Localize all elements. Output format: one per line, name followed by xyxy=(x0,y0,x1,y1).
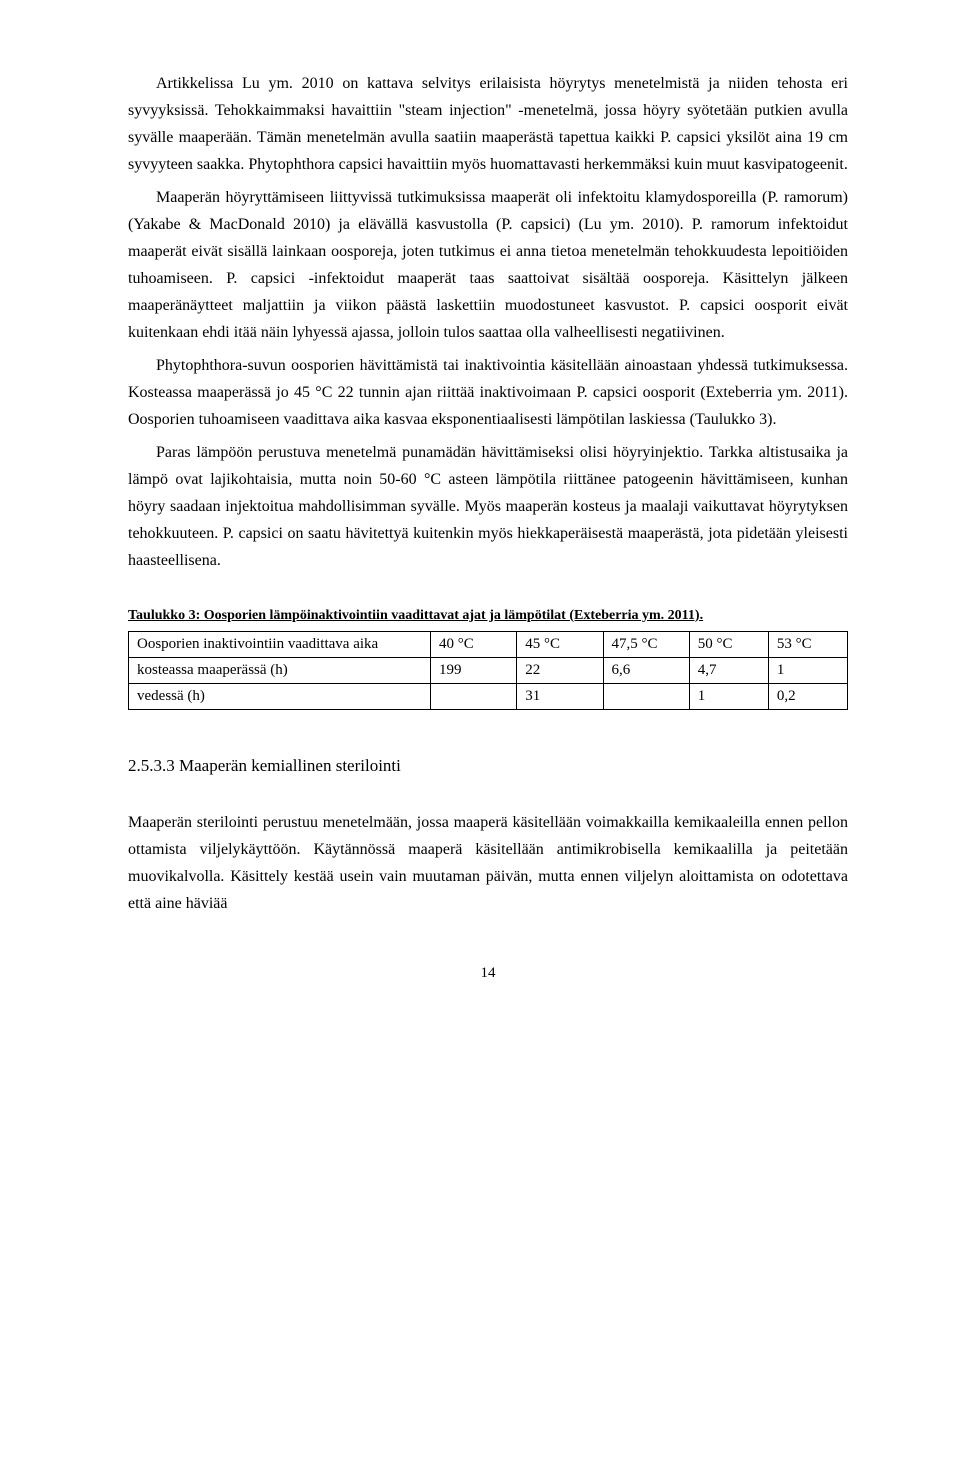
table-header-cell: Oosporien inaktivointiin vaadittava aika xyxy=(129,632,431,658)
inactivation-table: Oosporien inaktivointiin vaadittava aika… xyxy=(128,631,848,710)
table-header-cell: 47,5 °C xyxy=(603,632,689,658)
table-cell: 199 xyxy=(431,658,517,684)
table-cell xyxy=(603,684,689,710)
table-row: kosteassa maaperässä (h) 199 22 6,6 4,7 … xyxy=(129,658,848,684)
table-cell: 1 xyxy=(689,684,768,710)
paragraph-1: Artikkelissa Lu ym. 2010 on kattava selv… xyxy=(128,70,848,178)
paragraph-4: Paras lämpöön perustuva menetelmä punamä… xyxy=(128,439,848,574)
table-cell: vedessä (h) xyxy=(129,684,431,710)
section-heading: 2.5.3.3 Maaperän kemiallinen sterilointi xyxy=(128,752,848,779)
table-cell: 4,7 xyxy=(689,658,768,684)
paragraph-5: Maaperän sterilointi perustuu menetelmää… xyxy=(128,809,848,917)
document-page: Artikkelissa Lu ym. 2010 on kattava selv… xyxy=(0,0,960,1032)
table-header-cell: 45 °C xyxy=(517,632,603,658)
table-header-cell: 40 °C xyxy=(431,632,517,658)
table-row: vedessä (h) 31 1 0,2 xyxy=(129,684,848,710)
table-cell: 0,2 xyxy=(768,684,847,710)
page-number: 14 xyxy=(128,965,848,982)
table-cell xyxy=(431,684,517,710)
table-cell: kosteassa maaperässä (h) xyxy=(129,658,431,684)
table-cell: 22 xyxy=(517,658,603,684)
table-cell: 1 xyxy=(768,658,847,684)
table-cell: 31 xyxy=(517,684,603,710)
paragraph-2: Maaperän höyryttämiseen liittyvissä tutk… xyxy=(128,184,848,346)
table-header-cell: 53 °C xyxy=(768,632,847,658)
table-cell: 6,6 xyxy=(603,658,689,684)
table-header-cell: 50 °C xyxy=(689,632,768,658)
table-caption: Taulukko 3: Oosporien lämpöinaktivointii… xyxy=(128,602,848,629)
table-header-row: Oosporien inaktivointiin vaadittava aika… xyxy=(129,632,848,658)
paragraph-3: Phytophthora-suvun oosporien hävittämist… xyxy=(128,352,848,433)
